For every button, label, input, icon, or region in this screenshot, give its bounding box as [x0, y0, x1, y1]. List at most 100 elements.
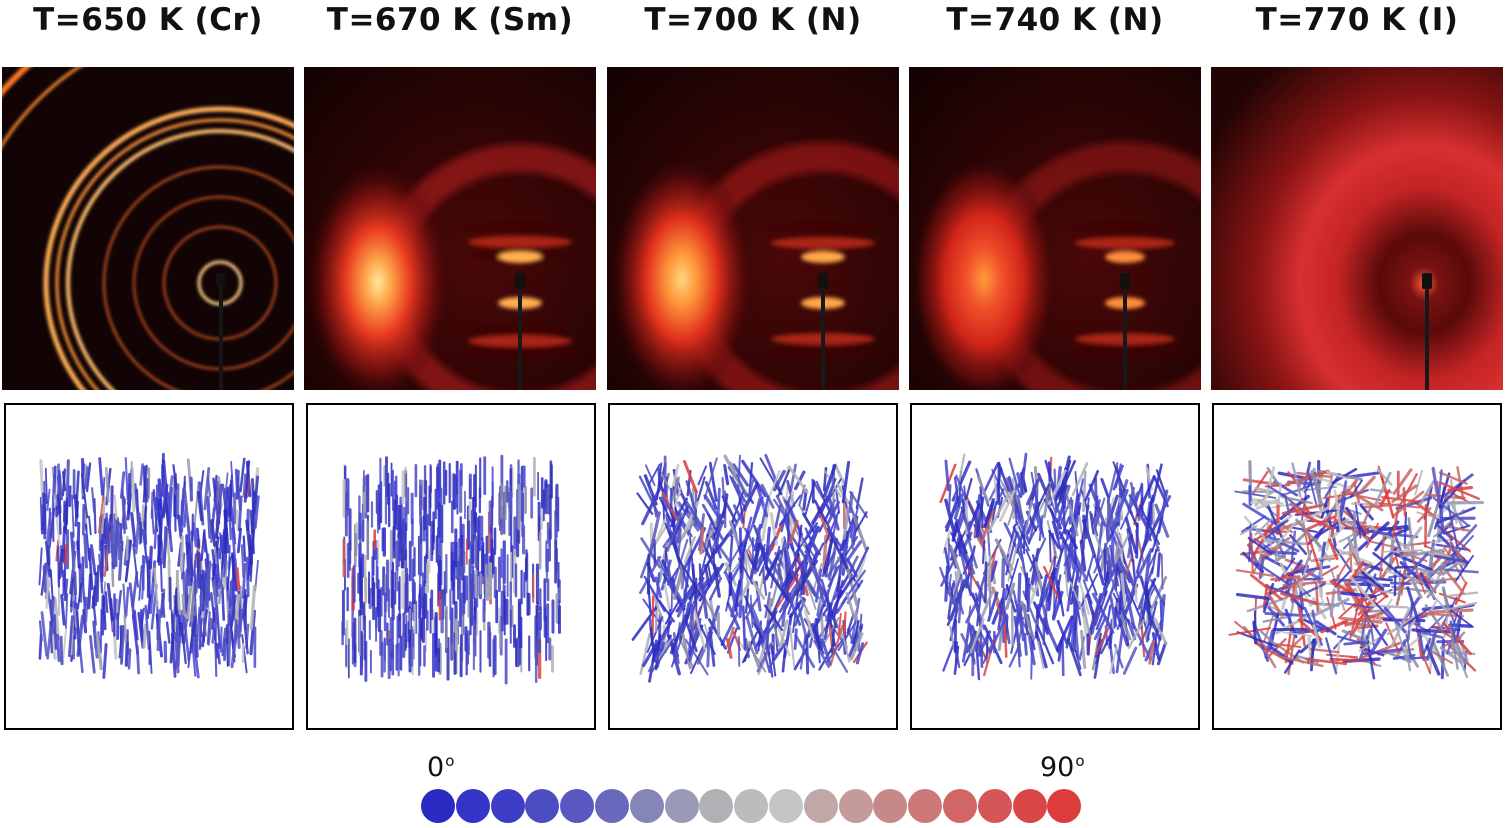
- molecule: [87, 573, 93, 610]
- molecule: [144, 529, 148, 564]
- molecule: [1034, 631, 1048, 669]
- molecule: [131, 571, 139, 608]
- molecule: [1144, 553, 1151, 584]
- molecule: [119, 523, 123, 544]
- colorbar-swatch: [908, 789, 943, 823]
- molecule: [89, 635, 96, 674]
- molecule: [144, 604, 150, 650]
- molecule: [761, 567, 768, 596]
- molecule: [947, 484, 952, 516]
- molecule: [1284, 495, 1291, 516]
- molecule: [975, 496, 985, 538]
- molecule: [1005, 558, 1020, 601]
- molecule: [646, 553, 651, 595]
- molecule: [226, 486, 231, 516]
- molecule: [947, 582, 955, 620]
- molecule: [1090, 592, 1103, 635]
- molecule: [1419, 480, 1436, 506]
- molecule: [783, 536, 794, 577]
- molecule: [841, 536, 849, 576]
- molecule: [196, 550, 200, 589]
- molecule: [1094, 590, 1108, 626]
- molecule: [1036, 624, 1055, 665]
- molecule: [1392, 468, 1413, 495]
- molecule: [950, 532, 962, 554]
- molecule: [1127, 619, 1145, 650]
- molecule: [683, 555, 692, 598]
- molecule: [1267, 484, 1287, 498]
- molecule: [110, 521, 118, 565]
- molecule: [699, 526, 705, 555]
- molecule: [1120, 572, 1127, 608]
- molecule: [1118, 559, 1133, 605]
- molecule: [1074, 471, 1081, 515]
- molecule: [1374, 471, 1392, 506]
- molecule: [705, 605, 721, 643]
- molecule: [40, 611, 49, 657]
- molecule: [852, 619, 860, 645]
- molecule: [1153, 617, 1168, 646]
- molecule: [1072, 593, 1079, 617]
- molecule: [1284, 649, 1301, 674]
- molecule: [1402, 607, 1430, 628]
- molecule: [760, 495, 770, 529]
- molecule: [1434, 554, 1468, 563]
- molecule: [813, 639, 830, 668]
- molecule: [764, 591, 771, 619]
- molecule: [833, 463, 846, 486]
- simulation-snapshot-4: [910, 403, 1200, 730]
- molecule: [1345, 560, 1365, 587]
- molecule: [749, 542, 761, 580]
- molecule: [1094, 558, 1105, 586]
- molecule: [139, 463, 144, 486]
- molecule: [950, 573, 963, 605]
- molecule: [974, 569, 988, 607]
- molecule: [836, 482, 850, 504]
- molecule: [844, 562, 859, 607]
- colorbar-min-label: 0o: [427, 752, 454, 783]
- molecule: [1340, 591, 1377, 599]
- molecule: [699, 572, 709, 619]
- molecule: [203, 467, 211, 511]
- molecule: [55, 634, 61, 663]
- molecule: [1405, 633, 1412, 657]
- colorbar-swatch: [1047, 789, 1082, 823]
- molecule: [1438, 472, 1451, 509]
- molecule: [798, 531, 817, 561]
- molecule: [1034, 561, 1044, 595]
- molecule: [670, 582, 674, 611]
- molecule: [639, 632, 651, 676]
- molecule: [1426, 576, 1445, 599]
- molecule: [636, 492, 654, 515]
- molecule: [249, 609, 257, 656]
- molecule: [1074, 649, 1082, 670]
- colorbar-max-unit: o: [1075, 752, 1085, 770]
- molecule: [58, 548, 64, 580]
- molecule: [1126, 595, 1136, 630]
- molecule: [76, 540, 81, 569]
- molecule: [778, 494, 802, 526]
- molecule: [1310, 470, 1324, 506]
- molecule: [1285, 469, 1330, 486]
- molecule: [1137, 598, 1144, 629]
- molecule: [243, 460, 251, 503]
- molecule: [1124, 556, 1133, 580]
- molecule: [211, 576, 219, 615]
- molecule: [195, 527, 201, 549]
- molecule: [1280, 481, 1321, 497]
- molecule: [1044, 587, 1048, 630]
- molecule: [852, 514, 868, 551]
- molecule: [1126, 618, 1137, 641]
- molecule: [742, 506, 746, 529]
- molecule: [1333, 489, 1342, 532]
- molecule: [1107, 521, 1119, 542]
- molecule: [251, 477, 255, 513]
- molecule: [247, 546, 253, 580]
- molecule: [1037, 640, 1045, 669]
- molecule: [1090, 513, 1099, 537]
- molecule: [949, 579, 966, 621]
- molecule: [236, 527, 242, 554]
- molecule: [1432, 496, 1469, 527]
- molecule: [989, 560, 998, 582]
- molecule: [744, 476, 756, 510]
